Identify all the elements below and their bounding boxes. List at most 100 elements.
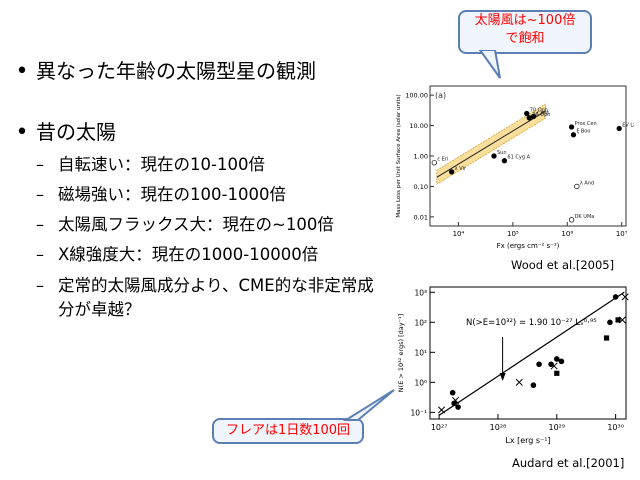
data-point: [524, 110, 530, 117]
sub-bullet-item: – X線強度大：現在の1000-10000倍: [36, 244, 393, 266]
point-label: λ And: [580, 180, 594, 186]
callout-pointer: [478, 50, 501, 79]
callout-pointer: [342, 389, 395, 421]
bullet-text: 異なった年齢の太陽型星の観測: [36, 59, 316, 83]
x-axis-label: Lx [erg s⁻¹]: [505, 436, 550, 445]
cross-stroke: [451, 396, 460, 404]
data-point: [574, 183, 580, 190]
panel-label: (a): [435, 91, 446, 100]
point-label: Sun: [497, 150, 507, 156]
x-tick-label: 10⁵: [507, 230, 519, 238]
bullet-item: • 昔の太陽: [8, 119, 393, 146]
sub-bullet-text: 磁場強い：現在の100-1000倍: [58, 185, 286, 204]
sub-bullet-dash: –: [36, 185, 44, 204]
y-tick-label: 10¹: [414, 348, 427, 357]
mass-loss-chart: (a) 10⁴ 10⁵ 10⁶ 10⁷ 0.01 0.10 1.00 10.00 100.00 Fx…: [392, 80, 639, 252]
fit-annotation: N(>E=10³²) = 1.90 10⁻²⁷ Lₓ⁰·⁹⁵: [466, 318, 597, 328]
y-tick-label: 10.00: [409, 122, 428, 130]
data-point: [554, 370, 560, 376]
data-point: [536, 361, 542, 368]
bullet-list: • 異なった年齢の太陽型星の観測 • 昔の太陽 – 自転速い：現在の10-100…: [8, 58, 393, 322]
plot-frame: [429, 286, 627, 420]
x-tick-label: 10³⁰: [607, 423, 624, 432]
y-tick-label: 0.01: [414, 213, 428, 221]
sub-bullet-item: – 磁場強い：現在の100-1000倍: [36, 184, 393, 206]
bullet-text: 昔の太陽: [36, 120, 116, 144]
y-tick-label: 10²: [414, 318, 427, 327]
y-axis-label: N(E > 10³² ergs) [day⁻¹]: [397, 314, 405, 392]
x-tick-label: 10²⁷: [431, 423, 448, 432]
sub-bullet-text: 自転速い：現在の10-100倍: [58, 155, 265, 174]
callout-line: で飽和: [505, 31, 545, 46]
data-point: [615, 317, 621, 323]
fit-line: [436, 110, 546, 178]
point-label: ε Ind: [537, 110, 549, 116]
x-tick-label: 10²⁹: [549, 423, 566, 432]
sub-bullet-dash: –: [36, 215, 44, 234]
data-point: [501, 158, 508, 164]
data-point: [491, 153, 497, 159]
x-tick-label: 10²⁸: [490, 423, 507, 432]
caption-bottom: Audard et al.[2001]: [512, 456, 625, 470]
point-label: 36 Oph: [532, 112, 550, 118]
point-label: λ Vir: [455, 166, 467, 172]
callout-saturation: 太陽風は~100倍 で飽和: [458, 10, 592, 54]
data-point: [515, 378, 523, 386]
data-point: [550, 362, 558, 370]
flare-rate-chart: 10²⁷ 10²⁸ 10²⁹ 10³⁰ 10⁻¹ 10⁰ 10¹ 10² 10³ Lx [erg …: [392, 283, 632, 453]
cross-stroke: [621, 293, 629, 301]
mass-loss-chart-svg: (a) 10⁴ 10⁵ 10⁶ 10⁷ 0.01 0.10 1.00 10.00 100.00 Fx…: [396, 85, 639, 250]
y-tick-label: 1.00: [414, 153, 428, 161]
data-point: [603, 335, 610, 341]
point-label: ε Eri: [437, 157, 448, 163]
data-point: [570, 132, 577, 138]
callout-flares: フレアは1日数100回: [212, 418, 364, 444]
data-point: [530, 382, 537, 389]
point-label: EV Lac: [622, 123, 634, 129]
sub-bullet-item: – 太陽風フラックス大：現在の~100倍: [36, 214, 393, 236]
cross-stroke: [515, 378, 523, 386]
bullet-dot: •: [15, 120, 29, 145]
sub-bullet-text: 太陽風フラックス大：現在の~100倍: [58, 215, 334, 234]
y-tick-label: 0.10: [414, 183, 428, 191]
bullet-dot: •: [15, 59, 29, 84]
callout-line: 太陽風は~100倍: [474, 13, 576, 28]
bullet-item: • 異なった年齢の太陽型星の観測: [8, 58, 393, 85]
cross-stroke: [550, 362, 558, 370]
data-point: [449, 389, 456, 396]
sub-bullet-item: – 定常的太陽風成分より、CME的な非定常成分が卓越？: [36, 274, 393, 322]
data-point: [618, 316, 626, 324]
y-tick-label: 10⁰: [414, 378, 427, 387]
point-label: 70 Oph: [530, 107, 548, 113]
y-tick-label: 100.00: [405, 92, 428, 100]
data-point: [553, 356, 560, 362]
data-point: [437, 406, 446, 414]
sub-bullet-item: – 自転速い：現在の10-100倍: [36, 154, 393, 176]
fit-line: [438, 291, 625, 416]
flare-rate-chart-svg: 10²⁷ 10²⁸ 10²⁹ 10³⁰ 10⁻¹ 10⁰ 10¹ 10² 10³ Lx [erg …: [397, 286, 629, 445]
data-point: [621, 293, 629, 301]
data-point: [431, 160, 437, 166]
data-point: [526, 115, 532, 121]
x-tick-label: 10⁶: [561, 230, 573, 238]
x-tick-label: 10⁴: [453, 230, 465, 238]
sub-bullet-text: 定常的太陽風成分より、CME的な非定常成分が卓越？: [58, 276, 374, 319]
data-point: [568, 124, 575, 130]
data-point: [607, 319, 613, 326]
point-label: ξ Boo: [576, 129, 590, 135]
sub-bullet-text: X線強度大：現在の1000-10000倍: [58, 245, 319, 264]
data-point: [558, 358, 565, 365]
sub-bullet-dash: –: [36, 245, 44, 264]
point-label: DK UMa: [575, 214, 595, 220]
data-point: [449, 169, 455, 175]
data-point: [548, 361, 554, 368]
data-point: [455, 404, 461, 410]
sub-bullet-dash: –: [36, 276, 44, 295]
data-point: [451, 400, 457, 407]
data-point: [568, 217, 575, 223]
data-point: [612, 294, 619, 300]
x-tick-label: 10⁷: [616, 230, 628, 238]
cross-stroke: [437, 406, 446, 414]
data-point: [451, 396, 460, 404]
